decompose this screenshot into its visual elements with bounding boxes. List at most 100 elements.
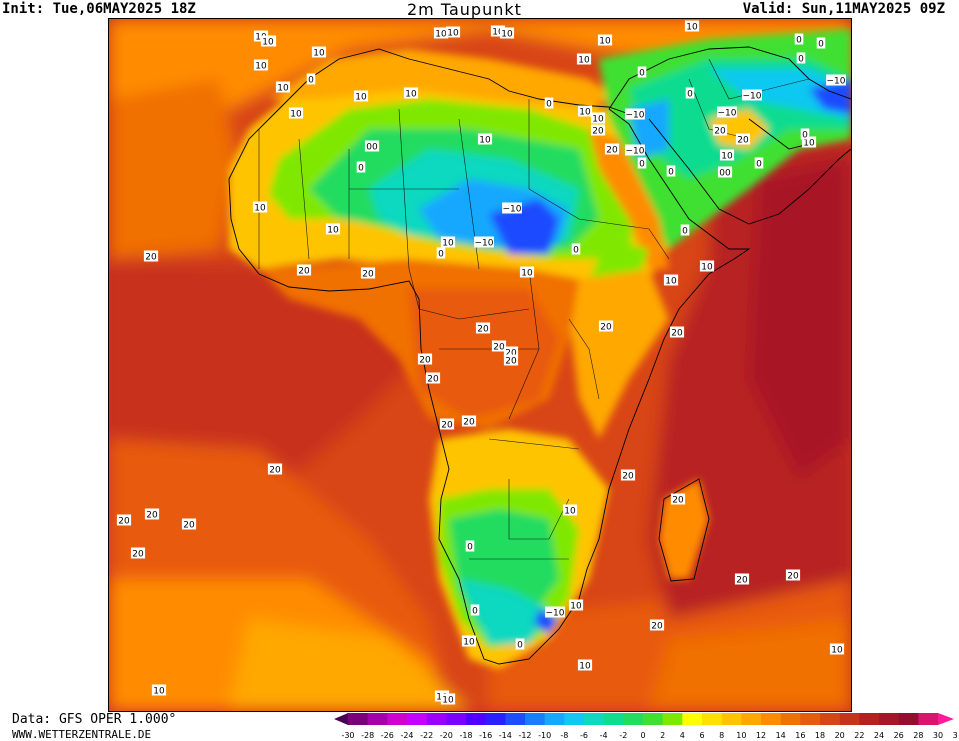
contour-value: 10 <box>153 687 165 697</box>
legend-swatch <box>525 713 545 725</box>
legend-swatch <box>662 713 683 725</box>
legend-swatch <box>780 713 801 725</box>
contour-value: 0 <box>756 160 762 170</box>
contour-value: 10 <box>521 269 533 279</box>
contour-value: 20 <box>132 550 144 560</box>
contour-label: 10 <box>597 34 613 47</box>
contour-value: 0 <box>796 36 802 46</box>
contour-label: 10 <box>663 274 679 287</box>
contour-value: 20 <box>736 576 748 586</box>
contour-label: 10 <box>699 260 715 273</box>
contour-label: 20 <box>267 463 283 476</box>
contour-label: 0 <box>666 165 676 178</box>
country-borders <box>258 58 810 560</box>
legend-bar <box>334 713 954 725</box>
contour-label: 20 <box>669 326 685 339</box>
dewpoint-map: 101010101010100010101001010101010000−101… <box>108 18 852 712</box>
legend-tick-label: -22 <box>420 731 433 740</box>
legend-tick-label: -26 <box>381 731 394 740</box>
contour-label: 0 <box>637 66 647 79</box>
legend-swatch <box>702 713 722 725</box>
legend-tick-label: 10 <box>736 731 746 740</box>
contour-value: 10 <box>435 30 447 40</box>
contour-value: 10 <box>665 277 677 287</box>
contour-label: 0 <box>680 224 690 237</box>
contour-value: 20 <box>505 349 517 359</box>
contour-label: 20 <box>181 518 197 531</box>
legend-tick-label: -24 <box>400 731 413 740</box>
contour-label: 20 <box>649 619 665 632</box>
contour-label: 0 <box>685 87 695 100</box>
contour-label: −10 <box>742 89 762 102</box>
contour-label: 10 <box>577 659 593 672</box>
contour-value: 0 <box>668 168 674 178</box>
contour-label: 20 <box>143 250 159 263</box>
contour-label: 20 <box>130 547 146 560</box>
contour-label: 10 <box>403 87 419 100</box>
contour-value: 0 <box>472 607 478 617</box>
contour-value: 10 <box>405 90 417 100</box>
legend-swatch <box>348 713 368 725</box>
contour-label: 20 <box>598 320 614 333</box>
contour-labels: 101010101010100010101001010101010000−101… <box>116 20 846 706</box>
legend-swatch <box>839 713 860 725</box>
color-legend: -30 -28 -26 -24 -22 -20 -18 -16 -14 -12 -10 -8 -6 -4-… <box>334 713 958 740</box>
contour-label: −10 <box>826 74 846 87</box>
legend-swatch <box>407 713 427 725</box>
contour-label: 10 <box>353 90 369 103</box>
contour-label: 10 <box>719 149 735 162</box>
legend-swatch <box>741 713 762 725</box>
legend-tick-label: 6 <box>699 731 704 740</box>
contour-value: 0 <box>818 40 824 50</box>
contour-label: −10 <box>717 106 737 119</box>
legend-swatch <box>682 713 703 725</box>
contour-label: 20 <box>670 493 686 506</box>
contour-value: 10 <box>479 136 491 146</box>
contour-value: 10 <box>570 602 582 612</box>
legend-tick-label: -20 <box>440 731 453 740</box>
contour-value: 10 <box>579 108 591 118</box>
contour-value: −10 <box>546 609 565 619</box>
contour-value: 10 <box>463 638 475 648</box>
contour-label: 0 <box>800 128 810 141</box>
contour-value: 10 <box>701 263 713 273</box>
contour-label: 20 <box>604 143 620 156</box>
contour-label: 10 <box>519 266 535 279</box>
legend-tick-label: 18 <box>815 731 825 740</box>
legend-swatch <box>859 713 880 725</box>
legend-swatch <box>879 713 899 725</box>
legend-arrow-right <box>938 713 954 725</box>
contour-value: −10 <box>626 147 645 157</box>
contour-value: 10 <box>262 38 274 48</box>
legend-swatch <box>800 713 821 725</box>
contour-value: 10 <box>501 30 513 40</box>
contour-label: 0 <box>306 73 316 86</box>
legend-swatch <box>505 713 526 725</box>
contour-value: 20 <box>427 375 439 385</box>
contour-value: 20 <box>600 323 612 333</box>
contour-label: 10 <box>477 133 493 146</box>
contour-label: −10 <box>545 606 565 619</box>
contour-value: 0 <box>687 90 693 100</box>
legend-ticks: -30 -28 -26 -24 -22 -20 -18 -16 -14 -12 -10 -8 -6 -4-… <box>341 731 958 740</box>
legend-swatch <box>721 713 742 725</box>
contour-value: 20 <box>477 325 489 335</box>
contour-value: 20 <box>622 472 634 482</box>
contour-label: 10 <box>490 25 506 38</box>
contour-value: 10 <box>290 110 302 120</box>
contour-value: 20 <box>183 521 195 531</box>
contour-label: 0 <box>465 540 475 553</box>
legend-tick-label: 26 <box>894 731 904 740</box>
legend-swatch <box>603 713 624 725</box>
contour-value: 10 <box>686 23 698 33</box>
contour-label: 20 <box>735 133 751 146</box>
legend-swatch <box>387 713 408 725</box>
legend-tick-label: 14 <box>776 731 786 740</box>
contour-value: 10 <box>831 646 843 656</box>
legend-tick-label: -8 <box>560 731 568 740</box>
data-source-label: Data: GFS OPER 1.000° <box>12 712 177 727</box>
contour-value: 20 <box>146 511 158 521</box>
contour-label: 0 <box>794 33 804 46</box>
contour-label: 20 <box>503 346 519 359</box>
contour-value: 20 <box>419 356 431 366</box>
